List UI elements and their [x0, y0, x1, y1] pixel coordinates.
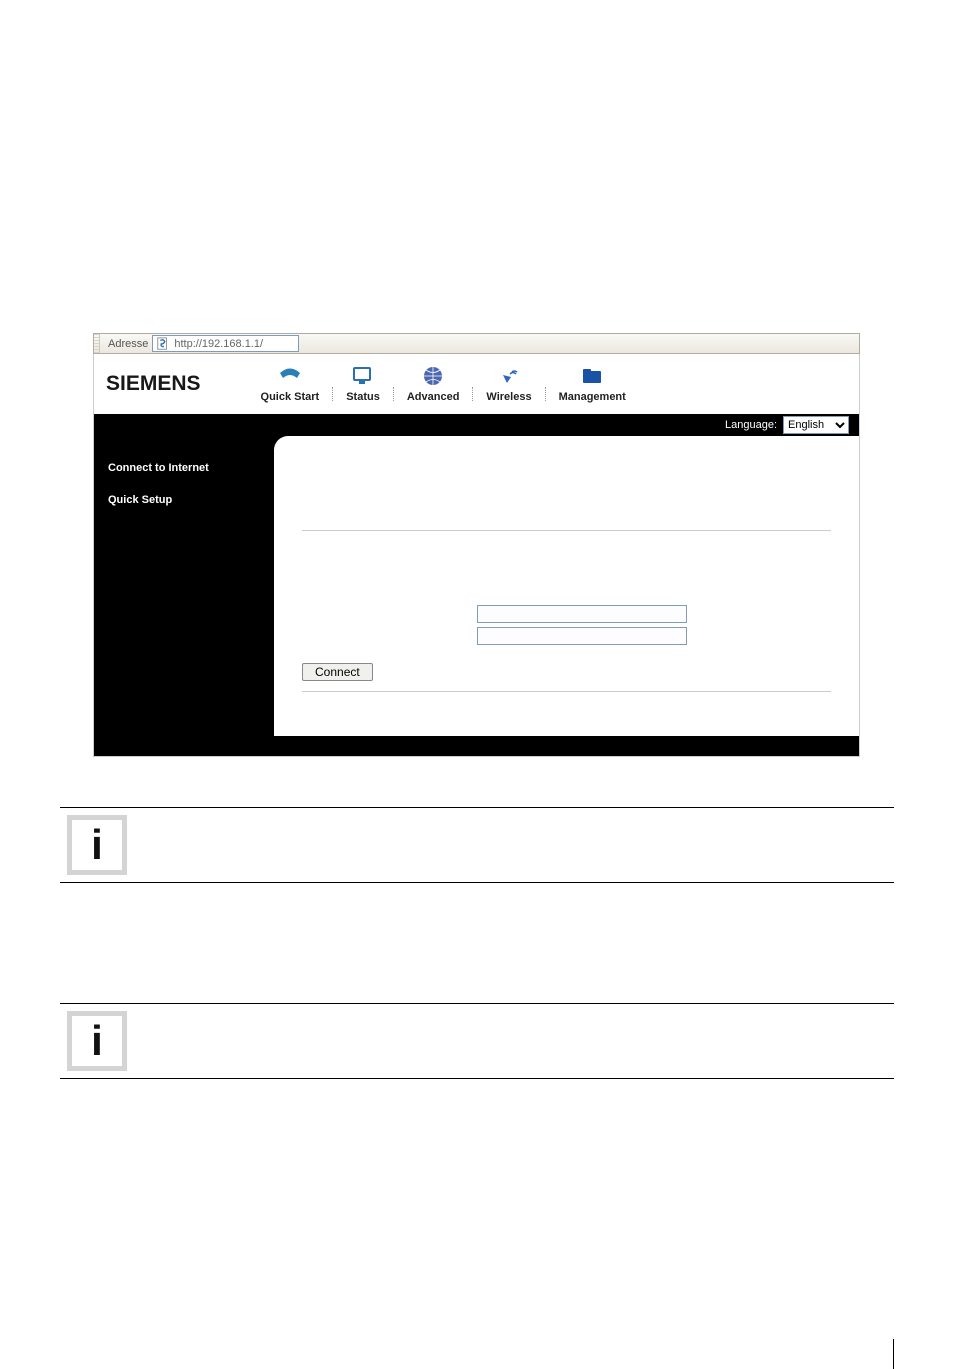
nav-label: Management: [559, 391, 626, 403]
label-password: Password: [302, 629, 477, 643]
nav-status[interactable]: Status: [336, 365, 390, 403]
row-online-time: Total Online Time: 0 secs: [302, 587, 831, 601]
sidebar: Connect to Internet Quick Setup: [94, 436, 274, 736]
phone-icon: [277, 365, 303, 387]
language-strip: Language: English: [94, 414, 859, 436]
info-note-2: i: [60, 1003, 894, 1079]
footer-bar: [94, 736, 859, 756]
address-label: Adresse: [104, 338, 152, 350]
nav-advanced[interactable]: Advanced: [397, 365, 470, 403]
username-input[interactable]: [477, 605, 687, 623]
connect-button[interactable]: Connect: [302, 663, 373, 681]
nav-label: Status: [346, 391, 380, 403]
ie-page-icon: [156, 337, 170, 351]
toolbar-grip: [94, 334, 100, 353]
top-nav: Quick Start Status Advanced Wireless: [251, 365, 636, 403]
folder-icon: [579, 365, 605, 387]
info-icon: i: [91, 824, 103, 866]
nav-separator: [332, 387, 333, 401]
value-internet-connection: pppoe_8_35_1: [477, 569, 557, 583]
browser-address-bar: Adresse http://192.168.1.1/: [93, 333, 860, 354]
main-panel: Connect to Internet Your ADSL router is …: [274, 436, 859, 736]
language-label: Language:: [725, 419, 777, 431]
nav-quick-start[interactable]: Quick Start: [251, 365, 330, 403]
language-select[interactable]: English: [783, 416, 849, 434]
status-line: Status: Down: [302, 498, 831, 512]
sidebar-item-quick-setup[interactable]: Quick Setup: [108, 494, 264, 506]
nav-management[interactable]: Management: [549, 365, 636, 403]
nav-separator: [393, 387, 394, 401]
address-url: http://192.168.1.1/: [174, 338, 263, 350]
row-password: Password: [302, 627, 831, 645]
password-input[interactable]: [477, 627, 687, 645]
status-description: Your ADSL router is not ready to connect…: [302, 482, 831, 496]
nav-label: Quick Start: [261, 391, 320, 403]
row-internet-connection: Internet Connection: pppoe_8_35_1: [302, 569, 831, 583]
nav-separator: [472, 387, 473, 401]
row-username: Broadband User Name: [302, 605, 831, 623]
info-icon-box: i: [67, 815, 127, 875]
value-online-time: 0 secs: [477, 587, 512, 601]
label-online-time: Total Online Time:: [302, 587, 477, 601]
page-title: Connect to Internet: [302, 458, 831, 472]
nav-wireless[interactable]: Wireless: [476, 365, 541, 403]
info-note-1: i: [60, 807, 894, 883]
info-icon: i: [91, 1020, 103, 1062]
sidebar-item-connect[interactable]: Connect to Internet: [108, 462, 264, 474]
wireless-icon: [496, 365, 522, 387]
nav-label: Advanced: [407, 391, 460, 403]
instruction-text: Enter your Broadband user name and passw…: [302, 545, 831, 559]
router-admin-window: SIEMENS Quick Start Status Advanced: [93, 354, 860, 757]
divider: [302, 691, 831, 692]
info-icon-box: i: [67, 1011, 127, 1071]
label-internet-connection: Internet Connection:: [302, 569, 477, 583]
label-username: Broadband User Name: [302, 607, 477, 621]
nav-label: Wireless: [486, 391, 531, 403]
monitor-icon: [350, 365, 376, 387]
page-footer-mark: [0, 1339, 894, 1369]
nav-separator: [545, 387, 546, 401]
divider: [302, 530, 831, 531]
address-field[interactable]: http://192.168.1.1/: [152, 335, 299, 352]
header: SIEMENS Quick Start Status Advanced: [94, 354, 859, 414]
globe-icon: [420, 365, 446, 387]
siemens-logo: SIEMENS: [94, 372, 201, 396]
